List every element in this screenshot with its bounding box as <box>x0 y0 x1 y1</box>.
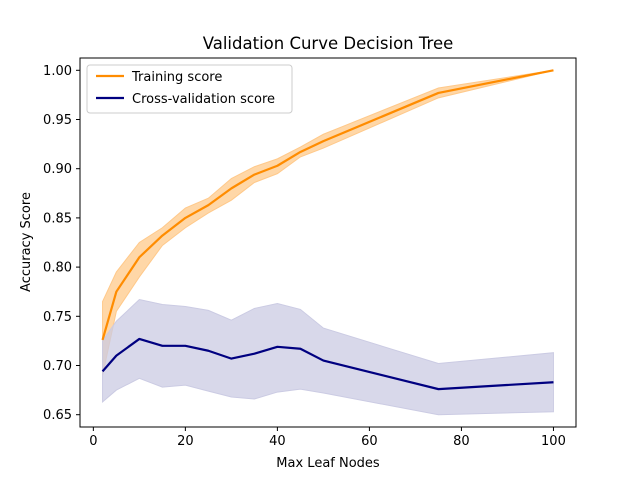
series-lines <box>101 69 554 391</box>
y-tick-label: 0.75 <box>43 310 72 325</box>
y-tick-label: 1.00 <box>43 64 72 79</box>
x-axis-ticks: 0 20 40 60 80 100 <box>89 427 566 449</box>
y-tick-label: 0.70 <box>43 359 72 374</box>
confidence-bands <box>102 69 554 416</box>
y-tick-label: 0.80 <box>43 261 72 276</box>
y-tick-label: 0.85 <box>43 211 72 226</box>
training-score-band <box>102 69 554 376</box>
y-axis-label: Accuracy Score <box>19 192 34 292</box>
legend-label-cross-validation: Cross-validation score <box>132 92 275 107</box>
chart-title: Validation Curve Decision Tree <box>203 34 454 53</box>
y-axis-ticks: 0.65 0.70 0.75 0.80 0.85 0.90 0.95 1.00 <box>43 64 80 423</box>
cross-validation-score-line <box>101 337 554 391</box>
y-tick-label: 0.90 <box>43 162 72 177</box>
training-score-line <box>101 69 554 341</box>
x-tick-label: 60 <box>361 434 378 449</box>
x-tick-label: 0 <box>89 434 97 449</box>
y-tick-label: 0.65 <box>43 408 72 423</box>
x-tick-label: 100 <box>541 434 566 449</box>
legend-label-training: Training score <box>131 70 222 85</box>
x-axis-label: Max Leaf Nodes <box>276 456 380 471</box>
legend: Training score Cross-validation score <box>86 64 293 114</box>
x-tick-label: 40 <box>269 434 286 449</box>
x-tick-label: 20 <box>177 434 194 449</box>
axes-frame <box>79 57 577 428</box>
plot-area <box>101 69 554 416</box>
cross-validation-score-band <box>102 299 554 416</box>
legend-box <box>86 64 293 114</box>
y-tick-label: 0.95 <box>43 113 72 128</box>
x-tick-label: 80 <box>453 434 470 449</box>
